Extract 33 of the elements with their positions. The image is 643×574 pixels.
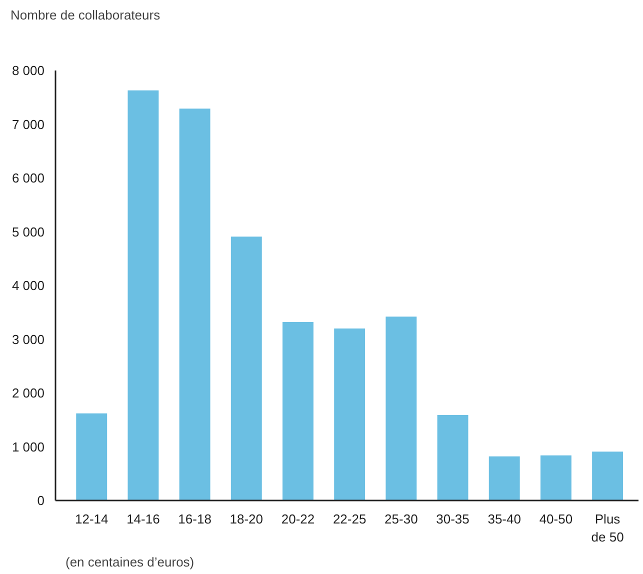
x-tick-label: 20-22	[281, 512, 315, 526]
y-axis-title: Nombre de collaborateurs	[10, 8, 161, 22]
bar	[128, 90, 159, 500]
x-tick-label: 35-40	[488, 512, 521, 526]
bar	[76, 413, 108, 500]
y-tick-label: 0	[37, 493, 45, 508]
bar	[592, 452, 624, 500]
y-tick-label: 5 000	[12, 224, 45, 240]
x-tick-label: 22-25	[332, 512, 366, 526]
y-tick-label: 2 000	[12, 386, 45, 400]
bar	[488, 456, 520, 500]
y-tick-label: 6 000	[12, 170, 45, 186]
x-tick-label: 30-35	[436, 512, 470, 526]
x-tick-label: 16-18	[178, 512, 212, 526]
y-tick-label: 8 000	[12, 63, 45, 78]
x-axis-title: (en centaines d’euros)	[66, 554, 194, 570]
x-tick-label: 12-14	[74, 512, 108, 526]
y-tick-label: 7 000	[12, 116, 45, 132]
x-tick-label: Plus de 50	[591, 512, 624, 544]
bar	[540, 455, 572, 500]
bar	[282, 322, 314, 500]
bar	[386, 316, 417, 500]
bar	[179, 108, 210, 500]
y-tick-label: 4 000	[12, 278, 45, 293]
bar	[230, 236, 262, 500]
x-tick-label: 14-16	[126, 512, 160, 526]
bar	[334, 328, 366, 500]
y-tick-label: 1 000	[12, 439, 45, 454]
bar	[437, 415, 468, 500]
x-tick-label: 40-50	[539, 512, 573, 526]
x-tick-label: 18-20	[230, 512, 264, 526]
y-tick-label: 3 000	[12, 332, 45, 347]
x-tick-label: 25-30	[384, 512, 418, 526]
